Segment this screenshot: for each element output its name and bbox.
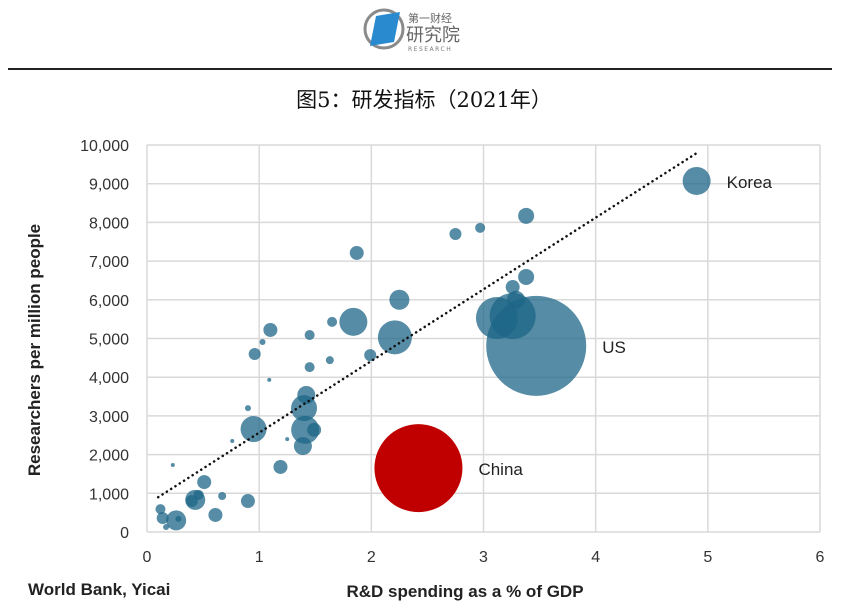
x-tick-label: 5 — [703, 549, 712, 566]
bubble — [291, 415, 320, 444]
bubble-label: Korea — [727, 173, 773, 192]
bubble — [364, 349, 377, 362]
bubble — [307, 422, 322, 437]
bubble — [259, 338, 266, 345]
bubble — [325, 356, 334, 365]
x-tick-label: 3 — [479, 549, 488, 566]
bubble — [170, 463, 175, 468]
bubble — [155, 504, 166, 515]
x-tick-label: 2 — [367, 549, 376, 566]
y-tick-label: 1,000 — [89, 486, 129, 503]
bubble — [285, 437, 290, 442]
bubble — [248, 347, 261, 360]
bubble — [304, 330, 315, 341]
bubble — [267, 377, 272, 382]
trend-line — [156, 151, 698, 499]
bubble — [507, 290, 526, 309]
bubble-china — [374, 424, 463, 513]
y-tick-label: 8,000 — [89, 215, 129, 232]
bubble-label: US — [602, 338, 626, 357]
x-axis-label: R&D spending as a % of GDP — [346, 582, 583, 601]
logo-line3: RESEARCH — [408, 46, 452, 53]
bubble — [449, 228, 462, 241]
bubble-label: China — [478, 460, 523, 479]
bubble — [208, 507, 223, 522]
bubble — [304, 362, 315, 373]
bubble — [339, 307, 368, 336]
bubble — [327, 316, 338, 327]
bubble — [163, 523, 170, 530]
bubble — [475, 222, 486, 233]
x-tick-label: 1 — [255, 549, 264, 566]
bubble — [518, 207, 535, 224]
logo-line2: 研究院 — [406, 25, 460, 46]
bubble — [489, 293, 536, 340]
x-tick-label: 4 — [591, 549, 600, 566]
y-tick-label: 6,000 — [89, 293, 129, 310]
bubble — [349, 245, 364, 260]
bubble — [230, 439, 235, 444]
header-divider — [8, 68, 832, 70]
x-tick-label: 0 — [143, 549, 152, 566]
bubble — [185, 495, 198, 508]
bubble — [156, 512, 169, 525]
bubble — [197, 475, 212, 490]
logo-line1: 第一财经 — [408, 11, 452, 25]
bubble — [175, 515, 182, 522]
y-tick-label: 4,000 — [89, 370, 129, 387]
bubble — [518, 268, 535, 285]
y-tick-label: 5,000 — [89, 332, 129, 349]
bubble — [218, 492, 227, 501]
bubble — [505, 280, 520, 295]
bubble — [263, 322, 278, 337]
source-note: World Bank, Yicai — [28, 580, 171, 599]
bubble — [377, 320, 412, 355]
y-tick-label: 2,000 — [89, 448, 129, 465]
yicai-research-logo: 第一财经 研究院 RESEARCH — [362, 4, 482, 54]
bubble — [273, 459, 288, 474]
y-tick-label: 9,000 — [89, 177, 129, 194]
bubble — [240, 494, 255, 509]
y-tick-label: 7,000 — [89, 254, 129, 271]
bubble — [291, 395, 318, 422]
bubble — [389, 289, 410, 310]
bubble — [240, 416, 267, 443]
y-tick-label: 3,000 — [89, 409, 129, 426]
x-tick-label: 6 — [816, 549, 825, 566]
y-axis-label: Researchers per million people — [25, 224, 44, 476]
bubble — [244, 405, 251, 412]
bubble-korea — [682, 166, 711, 195]
figure-title: 图5：研发指标（2021年） — [296, 88, 552, 112]
y-tick-label: 10,000 — [80, 138, 129, 155]
bubble — [293, 437, 312, 456]
y-tick-label: 0 — [120, 525, 129, 542]
